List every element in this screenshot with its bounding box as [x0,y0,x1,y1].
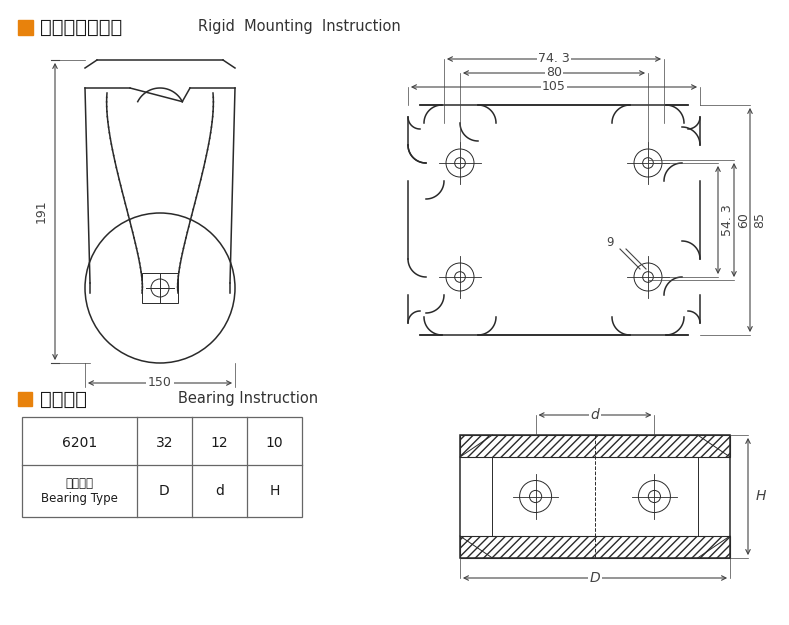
Text: 9: 9 [606,236,614,249]
Text: 150: 150 [148,376,172,389]
Bar [460,435,730,558]
Text: 85: 85 [753,212,766,228]
Text: d: d [215,484,224,498]
Text: 轴承型号
Bearing Type: 轴承型号 Bearing Type [41,477,118,505]
Text: 54. 3: 54. 3 [721,204,734,236]
Text: D: D [589,571,600,585]
Bar [142,273,178,303]
Text: 6201: 6201 [62,436,97,450]
Text: H: H [756,489,766,504]
Text: D: D [159,484,170,498]
Text: H: H [269,484,279,498]
Text: d: d [591,408,600,422]
Text: 32: 32 [155,436,174,450]
Text: 12: 12 [211,436,228,450]
Text: 10: 10 [266,436,283,450]
Bar [460,536,730,558]
Text: 74. 3: 74. 3 [538,52,570,66]
Bar [18,20,33,35]
Text: Bearing Instruction: Bearing Instruction [178,391,318,406]
Text: 轴承说明: 轴承说明 [40,389,87,409]
Text: 60: 60 [737,212,750,228]
Text: 定向安装尺寸图: 定向安装尺寸图 [40,18,122,36]
Text: 105: 105 [542,81,566,94]
Bar [22,417,302,517]
Bar [18,392,32,406]
Text: 191: 191 [35,200,47,223]
Text: Rigid  Mounting  Instruction: Rigid Mounting Instruction [198,19,401,34]
Text: 80: 80 [546,66,562,79]
Bar [460,435,730,457]
